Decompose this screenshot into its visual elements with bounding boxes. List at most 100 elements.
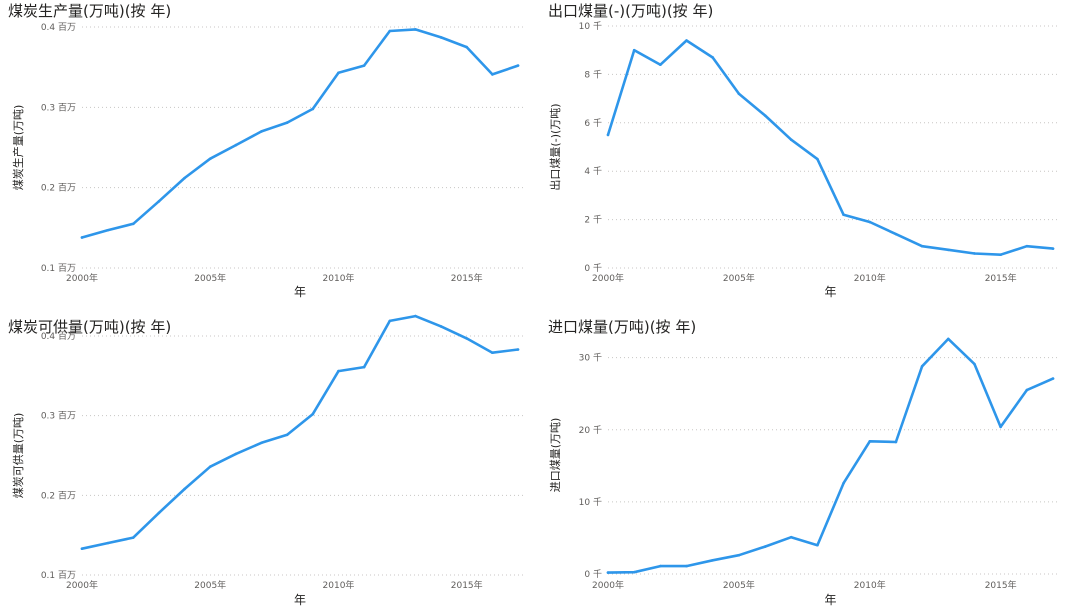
chart-svg: 0.1 百万 0.2 百万 0.3 百万 0.4 百万 2000年 2005年 2010年 2… xyxy=(11,22,524,299)
data-point xyxy=(842,213,845,217)
x-tick-label: 2010年 xyxy=(854,579,886,591)
data-point xyxy=(465,45,469,49)
data-point xyxy=(285,121,289,124)
y-axis-title: 出口煤量(-)(万吨) xyxy=(548,103,562,190)
chart-title: 煤炭可供量(万吨)(按 年) xyxy=(8,318,172,336)
y-tick-label: 0.1 百万 xyxy=(41,263,76,274)
data-point xyxy=(311,107,315,111)
x-tick-label: 2005年 xyxy=(194,579,226,591)
x-tick-label: 2015年 xyxy=(985,579,1017,591)
data-point xyxy=(80,547,84,551)
data-point xyxy=(516,348,520,351)
data-point xyxy=(157,511,161,515)
data-point xyxy=(106,228,109,232)
data-point xyxy=(439,36,443,39)
x-tick-label: 2000年 xyxy=(592,272,624,284)
y-tick-label: 0.4 百万 xyxy=(41,22,76,33)
data-point xyxy=(685,564,688,568)
data-point xyxy=(920,244,924,248)
data-point xyxy=(711,558,715,562)
data-point xyxy=(842,481,845,485)
chart-title: 出口煤量(-)(万吨)(按 年) xyxy=(548,2,714,20)
chart-panel-coal-import: 进口煤量(万吨)(按 年) 0 千 10 千 20 千 30 千 2000年 2005年 2… xyxy=(548,316,1068,608)
data-point xyxy=(946,337,950,341)
data-point xyxy=(1051,377,1055,380)
data-point xyxy=(789,535,793,539)
x-tick-label: 2015年 xyxy=(451,579,483,591)
data-point xyxy=(737,553,741,557)
chart-svg: 0.1 百万 0.2 百万 0.3 百万 0.4 百万 2000年 2005年 2010年 2… xyxy=(11,314,524,607)
chart-svg: 0 千 2 千 4 千 6 千 8 千 10 千 2000年 2005年 2010年 2015年年… xyxy=(548,21,1059,299)
data-point xyxy=(868,439,872,443)
data-point xyxy=(920,364,924,368)
y-tick-label: 10 千 xyxy=(579,497,602,508)
data-point xyxy=(659,63,662,67)
data-point xyxy=(737,92,741,96)
data-point xyxy=(260,441,263,445)
data-point xyxy=(789,138,793,142)
y-tick-label: 0 千 xyxy=(584,569,602,580)
y-tick-label: 2 千 xyxy=(584,215,602,226)
data-point xyxy=(183,487,186,491)
data-point xyxy=(388,319,392,323)
data-point xyxy=(1025,244,1029,248)
data-point xyxy=(260,130,263,133)
data-point xyxy=(711,56,715,59)
data-point xyxy=(465,337,469,340)
chart-panel-coal-production: 煤炭生产量(万吨)(按 年) 0.1 百万 0.2 百万 0.3 百万 0.4 百万 2… xyxy=(8,0,528,300)
data-point xyxy=(208,157,212,161)
y-axis-title: 煤炭生产量(万吨) xyxy=(11,105,25,191)
y-tick-label: 4 千 xyxy=(584,166,602,177)
data-point xyxy=(1051,247,1055,250)
data-point xyxy=(632,570,636,574)
x-tick-label: 2010年 xyxy=(323,272,355,284)
data-point xyxy=(234,143,238,147)
y-tick-label: 0.3 百万 xyxy=(41,411,76,422)
x-tick-label: 2005年 xyxy=(723,272,755,284)
data-point xyxy=(337,71,340,75)
chart-title: 进口煤量(万吨)(按 年) xyxy=(548,318,697,336)
data-point xyxy=(763,545,767,548)
data-point xyxy=(388,29,392,33)
data-point xyxy=(208,465,212,468)
y-tick-label: 0.1 百万 xyxy=(41,570,76,581)
x-tick-label: 2015年 xyxy=(451,272,483,284)
x-tick-label: 2010年 xyxy=(854,272,886,284)
data-point xyxy=(999,253,1002,256)
x-tick-label: 2000年 xyxy=(66,272,98,284)
data-point xyxy=(491,351,494,355)
data-point xyxy=(285,433,289,437)
x-axis-title: 年 xyxy=(824,285,836,299)
data-point xyxy=(894,440,898,444)
series-line xyxy=(606,39,1055,256)
data-point xyxy=(131,536,135,539)
data-point xyxy=(763,114,767,117)
y-tick-label: 8 千 xyxy=(584,69,602,80)
data-point xyxy=(414,28,417,31)
y-tick-label: 20 千 xyxy=(579,425,602,436)
x-tick-label: 2005年 xyxy=(723,579,755,591)
data-point xyxy=(946,248,950,252)
series-line xyxy=(80,28,520,239)
data-point xyxy=(894,232,898,236)
data-point xyxy=(999,425,1002,429)
data-point xyxy=(439,325,443,328)
series-line xyxy=(606,337,1055,574)
x-tick-label: 2015年 xyxy=(985,272,1017,284)
data-point xyxy=(685,39,688,42)
data-point xyxy=(1025,388,1029,392)
data-point xyxy=(973,252,976,255)
x-tick-label: 2010年 xyxy=(323,579,355,591)
data-point xyxy=(632,48,636,52)
y-tick-label: 30 千 xyxy=(579,353,602,364)
data-point xyxy=(816,157,819,161)
y-tick-label: 0.3 百万 xyxy=(41,102,76,113)
data-point xyxy=(973,362,976,366)
data-point xyxy=(311,412,315,416)
y-tick-label: 0.2 百万 xyxy=(41,183,76,194)
chart-panel-coal-export: 出口煤量(-)(万吨)(按 年) 0 千 2 千 4 千 6 千 8 千 10 千 2000… xyxy=(548,0,1068,300)
y-tick-label: 10 千 xyxy=(579,21,602,32)
data-point xyxy=(183,176,186,180)
data-point xyxy=(234,452,238,456)
